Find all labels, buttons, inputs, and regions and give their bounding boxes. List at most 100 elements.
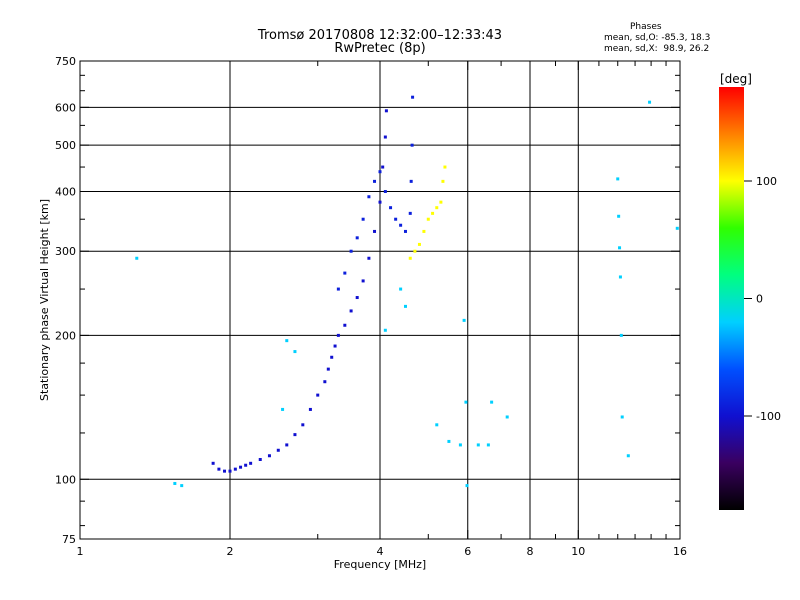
- echo-point: [349, 249, 353, 253]
- echo-point: [343, 323, 347, 327]
- y-tick-label: 75: [62, 533, 76, 546]
- echo-point: [249, 461, 253, 465]
- echo-point: [316, 393, 320, 397]
- echo-point: [441, 179, 445, 183]
- echo-point: [410, 143, 414, 147]
- y-tick-label: 100: [55, 473, 76, 486]
- echo-point: [617, 214, 621, 218]
- echo-point: [293, 433, 297, 437]
- echo-point: [383, 328, 387, 332]
- echo-point: [384, 109, 388, 113]
- echo-point: [267, 454, 271, 458]
- echo-point: [281, 407, 285, 411]
- y-tick-label: 750: [55, 55, 76, 68]
- echo-point: [367, 256, 371, 260]
- echo-point: [217, 467, 221, 471]
- chart-title: Tromsø 20170808 12:32:00–12:33:43: [257, 28, 503, 43]
- echo-point: [408, 211, 412, 215]
- echo-point: [135, 256, 139, 260]
- echo-point: [435, 423, 439, 427]
- echo-point: [333, 344, 337, 348]
- echo-point: [223, 469, 227, 473]
- echo-point: [439, 200, 443, 204]
- echo-point: [462, 318, 466, 322]
- y-tick-labels: 75 100 200 300 400 500 600 750: [55, 55, 76, 546]
- echo-point: [336, 287, 340, 291]
- echo-point: [626, 454, 630, 458]
- grid-lines: [80, 61, 680, 539]
- echo-point: [675, 226, 679, 230]
- echo-point: [276, 448, 280, 452]
- echo-point: [648, 100, 652, 104]
- echo-point: [426, 217, 430, 221]
- echo-point: [413, 249, 417, 253]
- x-tick-label: 4: [377, 545, 384, 558]
- echo-point: [233, 467, 237, 471]
- echo-point: [381, 165, 385, 169]
- echo-point: [326, 367, 330, 371]
- echo-point: [378, 200, 382, 204]
- x-tick-label: 8: [527, 545, 534, 558]
- colorbar-tick-label: 0: [756, 293, 763, 306]
- echo-point: [431, 211, 435, 215]
- echo-point: [403, 229, 407, 233]
- echo-point: [465, 484, 469, 488]
- x-tick-label: 2: [227, 545, 234, 558]
- echo-point: [355, 236, 359, 240]
- echo-point: [244, 463, 248, 467]
- echo-point: [228, 469, 232, 473]
- echo-point: [239, 465, 243, 469]
- echo-point: [447, 439, 451, 443]
- echo-point: [399, 223, 403, 227]
- echo-point: [476, 443, 480, 447]
- echo-point: [403, 304, 407, 308]
- echo-point: [361, 279, 365, 283]
- echo-point: [361, 217, 365, 221]
- x-tick-label: 1: [77, 545, 84, 558]
- echo-point: [336, 333, 340, 337]
- echo-point: [616, 177, 620, 181]
- axis-ticks: [79, 60, 681, 540]
- y-axis-label: Stationary phase Virtual Height [km]: [38, 199, 51, 401]
- echo-point: [211, 461, 215, 465]
- echo-point: [330, 355, 334, 359]
- phase-title: Phases: [630, 22, 662, 32]
- echo-point: [373, 229, 377, 233]
- echo-point: [618, 275, 622, 279]
- phase-o-stats: mean, sd,O: -85.3, 18.3: [604, 33, 711, 43]
- colorbar-unit-label: [deg]: [720, 72, 752, 86]
- echo-point: [464, 400, 468, 404]
- echo-point: [409, 179, 413, 183]
- x-tick-label: 16: [673, 545, 687, 558]
- echo-points: [135, 95, 679, 488]
- echo-point: [180, 484, 184, 488]
- echo-point: [173, 481, 177, 485]
- echo-point: [285, 339, 289, 343]
- phase-colorbar: [719, 87, 744, 510]
- echo-point: [619, 333, 623, 337]
- echo-point: [411, 95, 415, 99]
- echo-point: [417, 242, 421, 246]
- echo-point: [367, 195, 371, 199]
- colorbar-ticks: 100 0 -100: [744, 175, 781, 423]
- y-tick-label: 200: [55, 329, 76, 342]
- colorbar-tick-label: 100: [756, 175, 777, 188]
- echo-point: [285, 443, 289, 447]
- echo-point: [505, 415, 509, 419]
- echo-point: [355, 296, 359, 300]
- echo-point: [389, 206, 393, 210]
- echo-point: [323, 380, 327, 384]
- x-tick-labels: 1 2 4 6 8 10 16: [77, 545, 688, 558]
- chart-subtitle: RwPretec (8p): [334, 41, 426, 56]
- echo-point: [435, 206, 439, 210]
- echo-point: [373, 179, 377, 183]
- echo-point: [490, 400, 494, 404]
- echo-point: [308, 407, 312, 411]
- echo-point: [383, 135, 387, 139]
- echo-point: [399, 287, 403, 291]
- x-axis-label: Frequency [MHz]: [334, 558, 426, 571]
- echo-point: [301, 423, 305, 427]
- echo-point: [349, 309, 353, 313]
- echo-point: [486, 443, 490, 447]
